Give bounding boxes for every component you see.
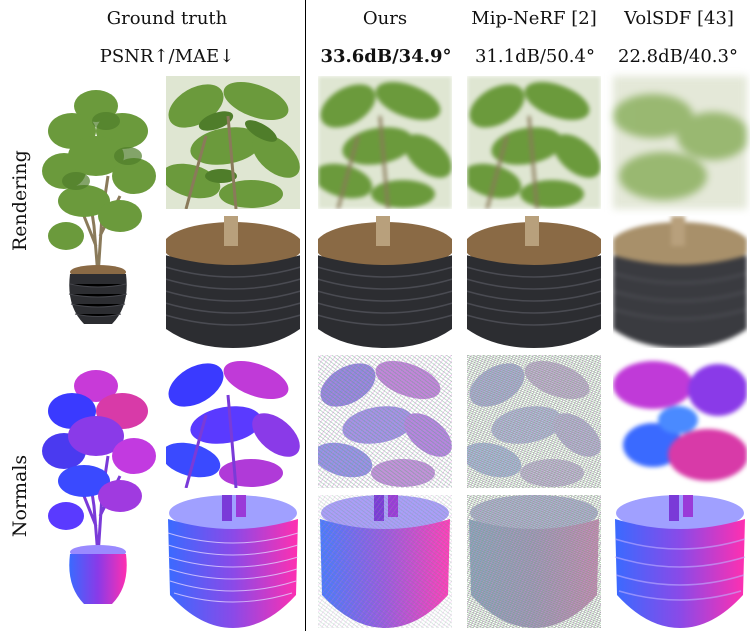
- ours-pot-rendering: [318, 216, 452, 348]
- mipnerf-leaves-normals: [467, 355, 601, 488]
- gt-leaves-rendering: [166, 76, 300, 209]
- ours-leaves-normals: [318, 355, 452, 488]
- ours-leaves-rendering: [318, 76, 452, 209]
- mipnerf-pot-normals: [467, 495, 601, 628]
- mipnerf-leaves-rendering: [467, 76, 601, 209]
- ours-normals-noise: [318, 355, 452, 488]
- row-label-normals: Normals: [9, 454, 31, 538]
- metric-label: PSNR↑/MAE↓: [99, 46, 235, 67]
- gt-pot-rendering: [166, 216, 300, 348]
- header-volsdf: VolSDF [43]: [624, 8, 734, 29]
- plant-full-rendering: [36, 76, 162, 334]
- metric-ours: 33.6dB/34.9°: [320, 46, 452, 67]
- gt-pot-normals: [166, 495, 300, 628]
- volsdf-leaves-normals: [613, 355, 747, 488]
- ours-pot-normals: [318, 495, 452, 628]
- volsdf-leaves-rendering: [613, 76, 747, 209]
- volsdf-pot-normals: [613, 495, 747, 628]
- mipnerf-normals-noise: [467, 355, 601, 488]
- mipnerf-pot-rendering: [467, 216, 601, 348]
- row-label-rendering: Rendering: [9, 150, 31, 251]
- metric-volsdf: 22.8dB/40.3°: [618, 46, 738, 67]
- metric-mipnerf: 31.1dB/50.4°: [475, 46, 595, 67]
- ours-pot-noise: [318, 495, 452, 628]
- header-ground-truth: Ground truth: [106, 8, 228, 29]
- volsdf-pot-rendering: [613, 216, 747, 348]
- plant-full-normals: [36, 356, 162, 614]
- header-ours: Ours: [362, 8, 408, 29]
- gt-leaves-normals: [166, 355, 300, 488]
- header-mipnerf: Mip-NeRF [2]: [471, 8, 597, 29]
- column-divider: [305, 0, 306, 631]
- mipnerf-pot-noise: [467, 495, 601, 628]
